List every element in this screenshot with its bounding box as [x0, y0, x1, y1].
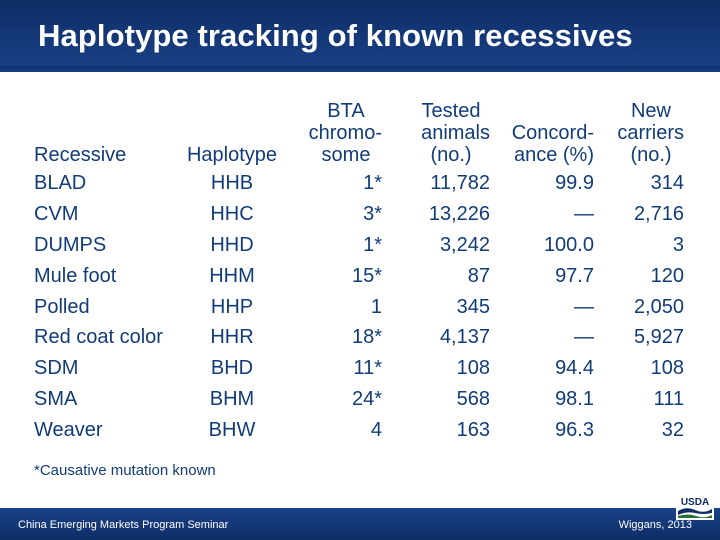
header-tested-line-1: Tested: [421, 100, 481, 122]
header-bta-chromosome: BTA chromo- some: [282, 100, 382, 168]
cell-tested: 568: [456, 387, 490, 410]
header-concordance: Concord- ance (%): [490, 100, 594, 168]
cell-haplotype: HHC: [210, 203, 254, 226]
header-new-line-2: carriers: [617, 122, 684, 144]
usda-logo-icon: USDA: [676, 494, 714, 520]
header-tested-line-3: (no.): [430, 144, 472, 166]
cell-new-carriers: 5,927: [633, 326, 684, 349]
cell-concordance: —: [574, 295, 594, 318]
cell-haplotype: HHP: [210, 295, 254, 318]
table-row: Polled HHP 1 345 — 2,050: [34, 291, 684, 322]
header-concordance-line-1: Concord-: [511, 122, 594, 144]
table-row: CVM HHC 3* 13,226 — 2,716: [34, 199, 684, 230]
cell-concordance: 97.7: [555, 264, 594, 287]
cell-concordance: 100.0: [543, 233, 594, 256]
cell-recessive: CVM: [34, 203, 79, 226]
table-row: SDM BHD 11* 108 94.4 108: [34, 353, 684, 384]
cell-tested: 87: [467, 264, 490, 287]
cell-new-carriers: 2,050: [633, 295, 684, 318]
table-container: Recessive Haplotype BTA chromo- some Tes…: [34, 100, 684, 445]
cell-concordance: —: [574, 326, 594, 349]
cell-new-carriers: 32: [661, 418, 684, 441]
cell-bta: 1: [370, 295, 382, 318]
header-tested-line-2: animals: [421, 122, 490, 144]
cell-haplotype: HHD: [210, 233, 254, 256]
header-new-carriers: New carriers (no.): [594, 100, 684, 168]
cell-haplotype: HHM: [209, 264, 255, 287]
cell-new-carriers: 120: [650, 264, 684, 287]
cell-new-carriers: 314: [650, 172, 684, 195]
header-bta-line-3: some: [321, 144, 371, 166]
cell-bta: 15*: [351, 264, 382, 287]
cell-bta: 24*: [351, 387, 382, 410]
cell-recessive: Polled: [34, 295, 90, 318]
header-recessive-line: Recessive: [34, 144, 127, 166]
header-bta-line-1: BTA: [327, 100, 365, 122]
table-row: DUMPS HHD 1* 3,242 100.0 3: [34, 230, 684, 261]
table-row: Weaver BHW 4 163 96.3 32: [34, 414, 684, 445]
cell-recessive: BLAD: [34, 172, 87, 195]
cell-new-carriers: 2,716: [633, 203, 684, 226]
cell-concordance: —: [574, 203, 594, 226]
cell-concordance: 98.1: [555, 387, 594, 410]
header-haplotype: Haplotype: [182, 100, 282, 168]
cell-tested: 4,137: [439, 326, 490, 349]
cell-haplotype: BHD: [210, 357, 254, 380]
cell-recessive: SMA: [34, 387, 78, 410]
table-row: SMA BHM 24* 568 98.1 111: [34, 384, 684, 415]
cell-bta: 1*: [363, 233, 382, 256]
cell-tested: 11,782: [430, 172, 490, 195]
slide-title: Haplotype tracking of known recessives: [38, 18, 633, 53]
table-row: Red coat color HHR 18* 4,137 — 5,927: [34, 322, 684, 353]
cell-recessive: Weaver: [34, 418, 103, 441]
cell-haplotype: HHR: [210, 326, 254, 349]
footer-bar: [0, 508, 720, 540]
cell-recessive: Mule foot: [34, 264, 117, 287]
cell-tested: 345: [456, 295, 490, 318]
header-concordance-line-2: ance (%): [513, 144, 594, 166]
cell-concordance: 96.3: [555, 418, 594, 441]
cell-bta: 18*: [351, 326, 382, 349]
cell-tested: 163: [456, 418, 490, 441]
cell-recessive: Red coat color: [34, 326, 163, 349]
cell-bta: 3*: [363, 203, 382, 226]
cell-recessive: DUMPS: [34, 233, 107, 256]
cell-bta: 1*: [363, 172, 382, 195]
footnote: *Causative mutation known: [34, 462, 216, 479]
cell-haplotype: BHM: [209, 387, 255, 410]
cell-new-carriers: 111: [653, 387, 684, 410]
header-new-line-3: (no.): [630, 144, 672, 166]
table-header-row: Recessive Haplotype BTA chromo- some Tes…: [34, 100, 684, 168]
svg-text:USDA: USDA: [681, 497, 709, 508]
footer-author-year: Wiggans, 2013: [618, 519, 692, 531]
cell-tested: 13,226: [428, 203, 490, 226]
header-tested-animals: Tested animals (no.): [382, 100, 490, 168]
footer-event-name: China Emerging Markets Program Seminar: [18, 519, 229, 531]
cell-concordance: 94.4: [555, 357, 594, 380]
cell-haplotype: BHW: [208, 418, 256, 441]
header-bta-line-2: chromo-: [308, 122, 382, 144]
table-row: Mule foot HHM 15* 87 97.7 120: [34, 260, 684, 291]
cell-tested: 3,242: [439, 233, 490, 256]
cell-tested: 108: [456, 357, 490, 380]
cell-recessive: SDM: [34, 357, 79, 380]
cell-new-carriers: 3: [672, 233, 684, 256]
cell-concordance: 99.9: [555, 172, 594, 195]
cell-new-carriers: 108: [650, 357, 684, 380]
header-haplotype-line: Haplotype: [186, 144, 278, 166]
header-recessive: Recessive: [34, 100, 182, 168]
cell-bta: 11*: [353, 357, 382, 380]
table-row: BLAD HHB 1* 11,782 99.9 314: [34, 168, 684, 199]
cell-haplotype: HHB: [210, 172, 254, 195]
header-new-line-1: New: [630, 100, 671, 122]
cell-bta: 4: [370, 418, 382, 441]
title-bar: [0, 0, 720, 72]
recessives-table: Recessive Haplotype BTA chromo- some Tes…: [34, 100, 684, 445]
